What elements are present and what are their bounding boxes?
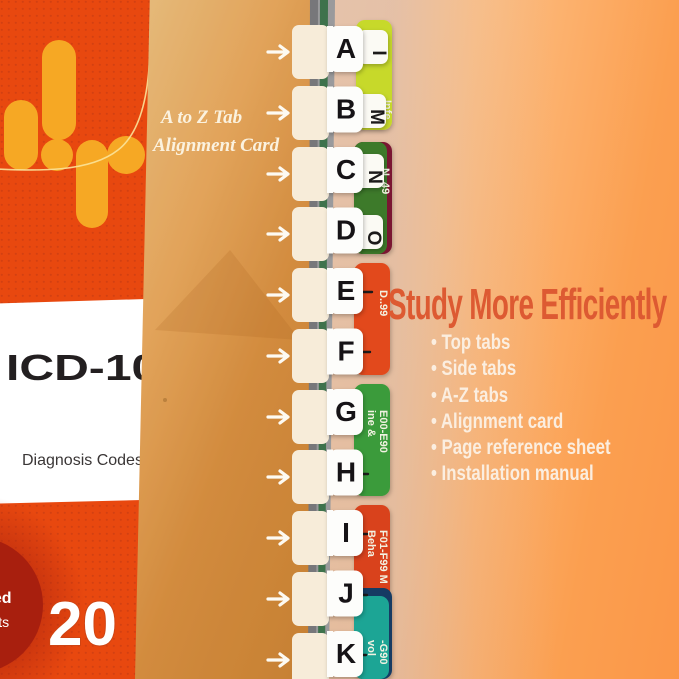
svg-text:H: H bbox=[336, 457, 356, 488]
svg-text:G: G bbox=[335, 396, 357, 427]
svg-text:D: D bbox=[336, 215, 356, 246]
svg-text:ine &: ine & bbox=[365, 410, 377, 437]
svg-text:C: C bbox=[336, 154, 356, 185]
svg-text:-G90: -G90 bbox=[377, 640, 389, 664]
svg-text:I: I bbox=[342, 517, 350, 548]
svg-text:K: K bbox=[336, 638, 356, 669]
svg-text:O: O bbox=[363, 231, 384, 246]
svg-text:A: A bbox=[336, 33, 356, 64]
svg-text:E: E bbox=[337, 275, 356, 306]
svg-text:vol: vol bbox=[365, 640, 377, 656]
svg-text:B: B bbox=[336, 94, 356, 125]
svg-text:M: M bbox=[366, 109, 387, 125]
svg-text:F01-F99 M: F01-F99 M bbox=[377, 530, 389, 584]
svg-text:J: J bbox=[338, 578, 354, 609]
svg-text:N: N bbox=[364, 170, 385, 184]
svg-text:F: F bbox=[337, 336, 354, 367]
svg-text:I: I bbox=[368, 50, 389, 55]
svg-text:E00-E90: E00-E90 bbox=[377, 410, 389, 453]
